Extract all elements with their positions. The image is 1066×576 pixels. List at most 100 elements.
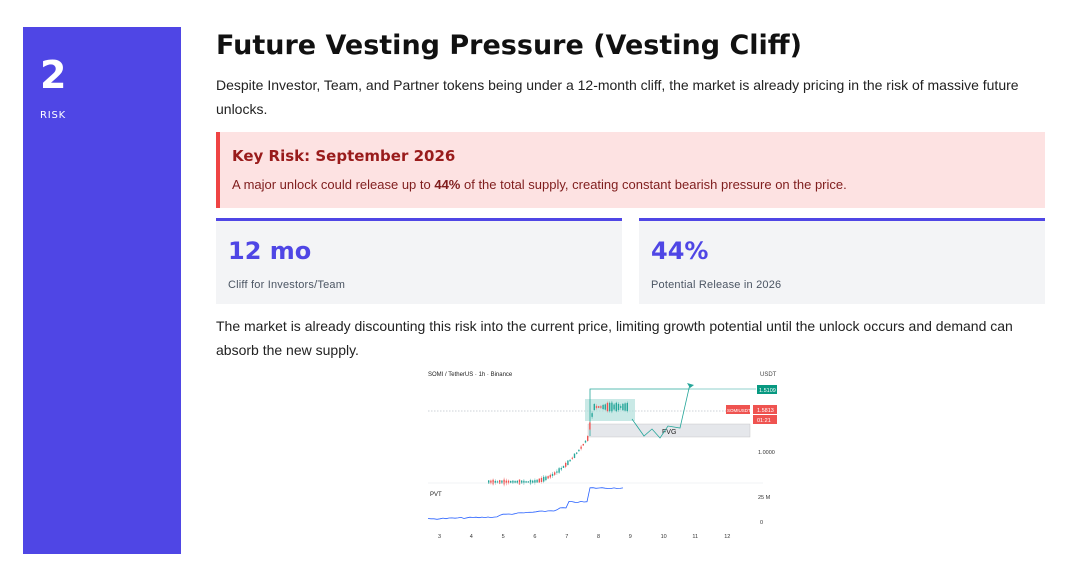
callout-text-highlight: 44% (434, 177, 461, 192)
candle-body (615, 402, 617, 412)
candle-body (516, 480, 518, 484)
x-tick-label: 4 (470, 534, 473, 540)
candle-body (569, 459, 571, 462)
stat-label: Potential Release in 2026 (651, 279, 782, 291)
candle-body (556, 471, 558, 473)
candle-body (540, 477, 543, 482)
countdown-text: 01:21 (757, 418, 771, 424)
candle-body (626, 402, 628, 412)
callout-text-end: of the total supply, creating constant b… (460, 177, 847, 192)
symbol-tag (726, 405, 750, 414)
candle-body (609, 402, 611, 412)
price-chart-svg: SOMI / TetherUS · 1h · Binance USDT FVG … (427, 372, 777, 540)
x-tick-label: 12 (724, 534, 730, 540)
candle-body (595, 406, 598, 408)
candle-body (549, 474, 551, 478)
fvg-zone (587, 423, 751, 438)
candle-body (580, 446, 582, 449)
candle-body (567, 460, 569, 466)
candle-body (545, 476, 547, 481)
x-tick-label: 9 (629, 534, 632, 540)
candle-body (617, 403, 620, 411)
candle-body (558, 468, 560, 473)
candle-body (536, 479, 538, 483)
candle-body (521, 480, 523, 484)
candle-body (622, 403, 624, 411)
candle-body (571, 457, 573, 459)
x-tick-label: 7 (565, 534, 568, 540)
target-price-tag (757, 385, 777, 394)
candle-body (584, 440, 587, 443)
page-title: Future Vesting Pressure (Vesting Cliff) (216, 30, 802, 61)
candle-body (525, 481, 527, 483)
candle-body (611, 402, 613, 412)
chart-header: SOMI / TetherUS · 1h · Binance (428, 372, 513, 378)
candle-body (582, 443, 584, 446)
candle-body (598, 406, 600, 408)
candle-body (527, 481, 529, 483)
indicator-zero-tick: 0 (760, 520, 763, 526)
candle-body (529, 480, 532, 484)
indicator-top-tick: 25 M (758, 495, 771, 501)
candle-body (565, 462, 567, 467)
candle-body (604, 404, 606, 410)
stat-value: 12 mo (228, 237, 312, 265)
key-risk-callout: Key Risk: September 2026 A major unlock … (216, 132, 1045, 208)
price-chart-image: SOMI / TetherUS · 1h · Binance USDT FVG … (418, 362, 798, 546)
pvt-line (427, 487, 624, 520)
candle-body (600, 406, 602, 408)
candle-body (501, 480, 503, 484)
candlestick-series (488, 400, 628, 487)
intro-paragraph: Despite Investor, Team, and Partner toke… (216, 77, 1019, 117)
candle-body (576, 452, 578, 454)
candle-body (490, 480, 492, 484)
candle-body (624, 403, 626, 411)
candle-body (492, 479, 494, 485)
stat-value: 44% (651, 237, 709, 265)
x-tick-label: 10 (661, 534, 667, 540)
candle-body (620, 406, 622, 408)
section-number: 2 (40, 53, 67, 97)
target-price-text: 1.5109 (759, 388, 776, 394)
indicator-label: PVT (430, 492, 442, 498)
candle-body (554, 472, 556, 475)
x-tick-label: 3 (438, 534, 441, 540)
candle-body (532, 480, 534, 483)
current-price-text: 1.5813 (757, 408, 774, 414)
projection-path (631, 383, 691, 439)
callout-text: A major unlock could release up to 44% o… (232, 177, 847, 192)
candle-body (562, 465, 565, 468)
candle-body (507, 480, 510, 484)
candle-body (488, 480, 490, 484)
candle-body (591, 413, 593, 417)
candle-body (505, 480, 507, 484)
candle-body (538, 478, 540, 483)
level-price-text: 1.0000 (758, 450, 775, 456)
candle-body (593, 403, 595, 411)
candle-body (510, 480, 512, 484)
callout-text-start: A major unlock could release up to (232, 177, 435, 192)
section-label: RISK (40, 110, 67, 121)
x-axis-ticks: 3 4 5 6 7 8 9 10 11 12 (438, 534, 730, 540)
chart-currency: USDT (760, 372, 777, 378)
candle-body (503, 479, 505, 485)
candle-body (547, 476, 549, 479)
candle-body (496, 481, 499, 483)
projection-arrowhead (687, 383, 694, 388)
stat-label: Cliff for Investors/Team (228, 279, 346, 291)
target-bracket (589, 388, 690, 436)
x-tick-label: 8 (597, 534, 600, 540)
candle-body (494, 480, 496, 484)
candle-body (499, 480, 501, 484)
candle-body (512, 480, 514, 484)
candle-body (606, 402, 609, 412)
section-sidebar: 2 RISK (23, 27, 181, 554)
stat-card-cliff: 12 mo Cliff for Investors/Team (216, 218, 622, 304)
candle-body (523, 480, 525, 484)
candle-body (534, 480, 536, 483)
candle-body (551, 473, 554, 476)
candle-body (573, 453, 576, 458)
x-tick-label: 11 (692, 534, 698, 540)
outro-paragraph: The market is already discounting this r… (216, 318, 1013, 358)
callout-title: Key Risk: September 2026 (232, 147, 456, 165)
